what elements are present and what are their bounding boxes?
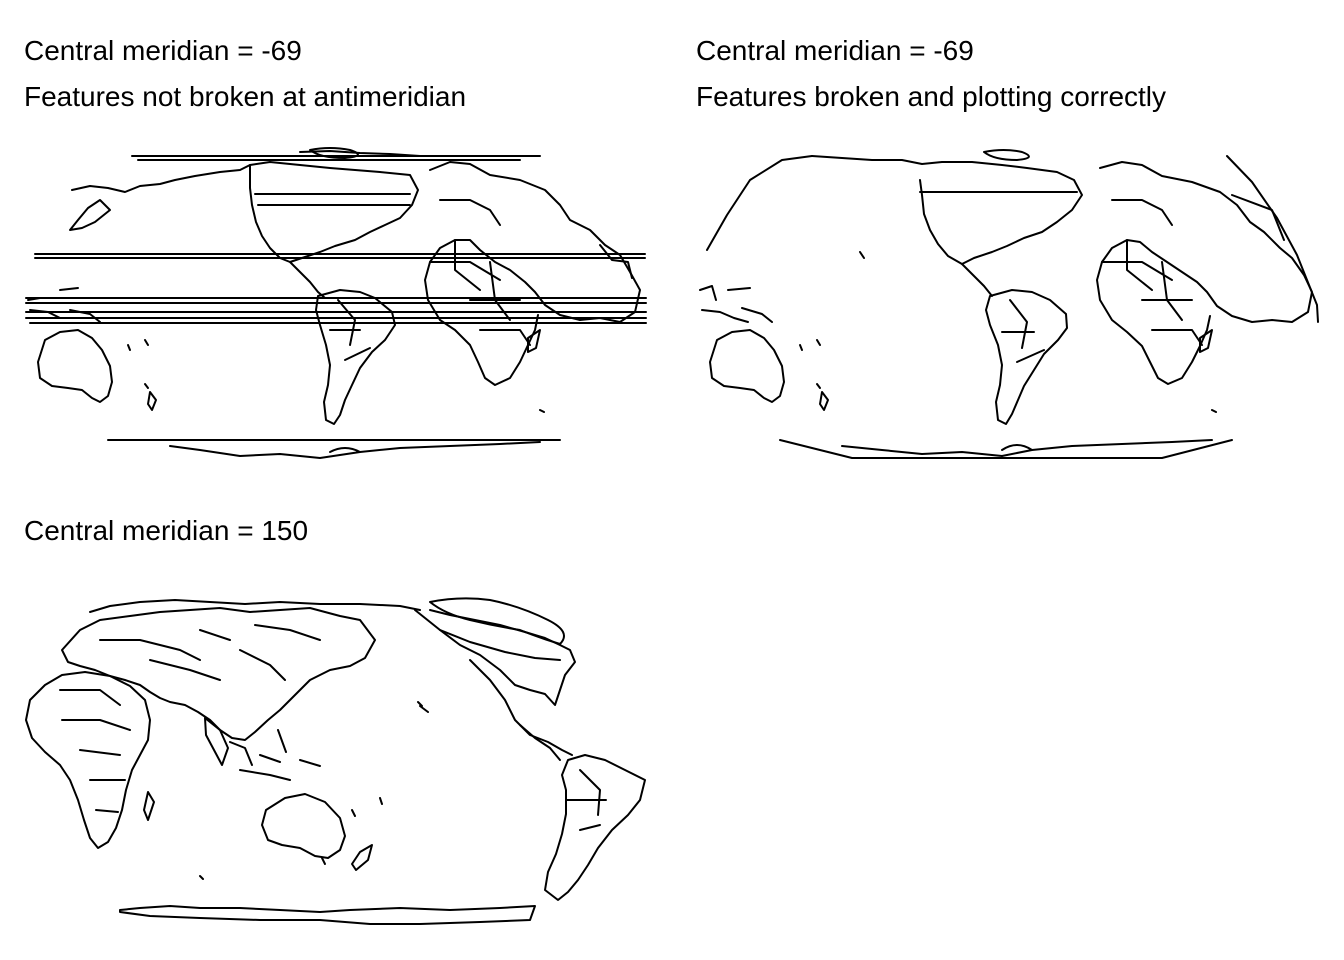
panel-subtitle: Features not broken at antimeridian [24, 81, 467, 112]
panel-title-central-meridian: Central meridian = -69 [24, 35, 302, 66]
panel-title-central-meridian: Central meridian = 150 [24, 515, 309, 546]
world-map-pacific-centered [25, 597, 646, 925]
map-panel-top-left: Central meridian = -69 Features not brok… [24, 0, 664, 480]
world-map-unbroken [25, 147, 647, 459]
world-map-broken [699, 149, 1319, 459]
panel-title-central-meridian: Central meridian = -69 [696, 35, 974, 66]
panel-subtitle: Features broken and plotting correctly [696, 81, 1167, 112]
map-panel-top-right: Central meridian = -69 Features broken a… [696, 0, 1336, 480]
map-panel-bottom-left: Central meridian = 150 [24, 480, 664, 960]
